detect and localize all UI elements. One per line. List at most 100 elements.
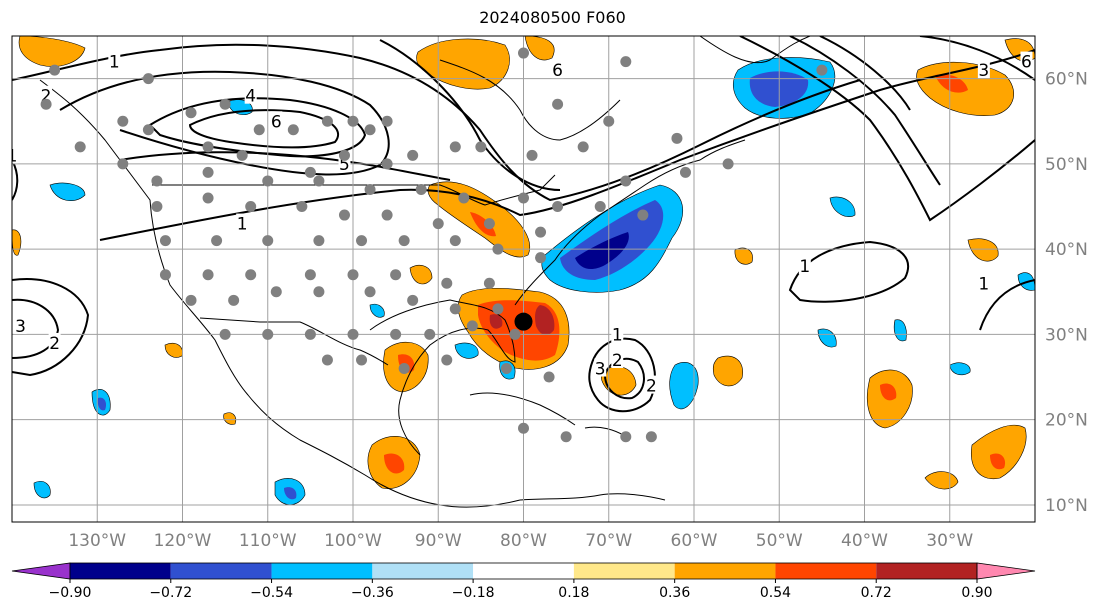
colorbar-extend-low [11, 562, 71, 580]
contour-label: 1 [799, 257, 810, 277]
station-dot [594, 201, 606, 213]
station-dot [262, 235, 274, 247]
station-dot [645, 431, 657, 443]
station-dot [253, 124, 265, 136]
contour-label: 6 [1021, 53, 1032, 73]
station-dot [509, 328, 521, 340]
contour-label: 3 [15, 317, 26, 337]
contour-label: 1 [612, 325, 623, 345]
station-dot [364, 183, 376, 195]
station-dot [185, 294, 197, 306]
contour-line [789, 36, 941, 186]
station-dot [364, 124, 376, 136]
contour-label: 1 [109, 53, 120, 73]
station-dot [74, 141, 86, 153]
lon-tick-label: 30°W [926, 531, 973, 551]
contour-label: 6 [271, 112, 282, 132]
contour-label: 5 [339, 155, 350, 175]
station-dot [117, 115, 129, 127]
station-dot [620, 56, 632, 68]
shade-blob [284, 487, 297, 500]
station-dot [407, 149, 419, 161]
station-dot [500, 363, 512, 375]
station-dot [518, 47, 529, 59]
coastline-hudson [439, 59, 621, 141]
station-dot [270, 286, 282, 298]
shade-blob [893, 319, 907, 342]
border-us-mexico [199, 317, 389, 366]
colorbar-tick-label: −0.36 [351, 585, 394, 601]
colorbar-extend-high [976, 562, 1036, 580]
station-dot [381, 158, 393, 170]
longitude-labels: 130°W 120°W 110°W 100°W 90°W 80°W 70°W 60°W 50°W… [68, 531, 973, 551]
station-dot [466, 320, 478, 332]
shade-blob [990, 453, 1006, 470]
shade-blob [524, 36, 555, 61]
contour-label-bg [798, 256, 811, 275]
contour-line [788, 240, 910, 303]
contour-line [379, 39, 561, 191]
station-dot [415, 183, 427, 195]
station-dot [313, 286, 325, 298]
station-dot [228, 294, 240, 306]
station-dot [492, 303, 504, 315]
station-dot [287, 124, 299, 136]
shade-blob [384, 453, 405, 474]
colorbar-bin [573, 563, 675, 579]
contour-label: 1 [7, 146, 18, 166]
colorbar-bin [70, 563, 171, 579]
station-dot [338, 209, 350, 221]
contour-label: 2 [41, 87, 52, 107]
station-dot [338, 149, 350, 161]
colorbar-tick-label: −0.90 [49, 585, 92, 601]
contour-line [739, 36, 1035, 222]
contour-line [119, 151, 451, 181]
station-dot [441, 354, 453, 366]
station-dot [441, 277, 453, 289]
shade-blob [49, 182, 86, 202]
station-dot [347, 115, 359, 127]
station-dot [159, 269, 171, 281]
shade-blob [535, 305, 555, 335]
station-dot [424, 328, 436, 340]
lon-tick-label: 60°W [671, 531, 718, 551]
station-dot [321, 354, 333, 366]
contour-label-bg [236, 213, 249, 232]
shade-blob [12, 229, 22, 256]
station-dot [475, 141, 487, 153]
lon-tick-label: 90°W [415, 531, 462, 551]
contour-label-bg [611, 350, 624, 368]
contour-line [12, 298, 60, 359]
lat-tick-label: 20°N [1045, 411, 1088, 431]
lat-tick-label: 10°N [1045, 496, 1088, 516]
shade-blob [734, 247, 753, 265]
shade-blob [97, 397, 107, 411]
colorbar-tick-label: −0.54 [250, 585, 293, 601]
shade-blob [971, 424, 1027, 480]
station-dot [552, 98, 564, 110]
station-dot [432, 218, 444, 230]
station-dot [449, 303, 461, 315]
colorbar-tick-label: 0.54 [760, 585, 791, 601]
lon-tick-label: 80°W [500, 531, 547, 551]
station-dot [313, 235, 325, 247]
station-dot [185, 107, 197, 119]
coastline-south-america [519, 493, 666, 501]
station-dot [262, 328, 274, 340]
shade-blob [575, 232, 629, 270]
station-dot [142, 124, 154, 136]
station-dot [390, 328, 402, 340]
station-dot [245, 269, 257, 281]
station-dot [390, 269, 402, 281]
contour-label: 6 [552, 61, 563, 81]
station-dot [304, 269, 316, 281]
contour-label-bg [1020, 51, 1033, 70]
contour-label-bg [594, 358, 607, 377]
shade-blob [33, 481, 51, 499]
station-dot [117, 158, 129, 170]
contour-label-bg [977, 60, 990, 79]
contour-line [12, 278, 90, 377]
coastline-east [514, 139, 746, 306]
station-dot [518, 192, 529, 204]
